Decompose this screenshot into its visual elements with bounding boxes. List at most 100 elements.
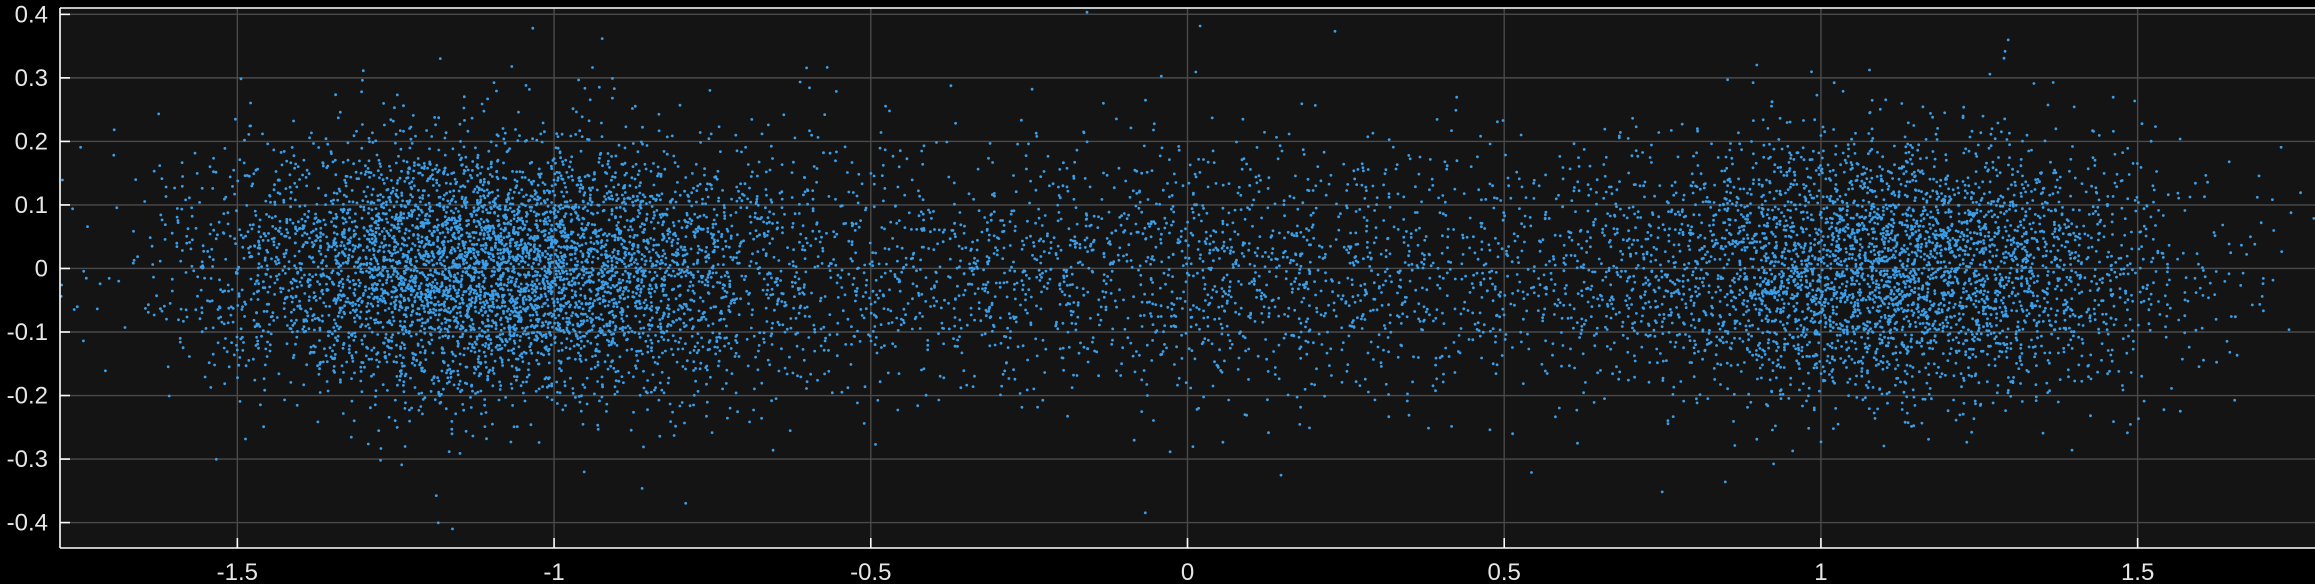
data-point (496, 252, 500, 256)
data-point (425, 221, 429, 225)
data-point (342, 222, 345, 225)
data-point (413, 364, 417, 367)
data-point (685, 305, 688, 308)
data-point (488, 173, 492, 176)
data-point (509, 244, 512, 248)
data-point (645, 217, 649, 221)
data-point (449, 228, 453, 232)
data-point (226, 321, 230, 325)
data-point (481, 334, 484, 338)
data-point (302, 318, 306, 322)
data-point (543, 301, 547, 305)
data-point (274, 227, 278, 231)
data-point (352, 162, 355, 166)
data-point (616, 249, 620, 253)
data-point (483, 276, 487, 280)
data-point (295, 403, 299, 407)
data-point (338, 306, 342, 310)
data-point (176, 221, 180, 225)
data-point (378, 360, 381, 364)
data-point (390, 336, 393, 339)
data-point (409, 268, 413, 272)
data-point (379, 447, 383, 450)
data-point (429, 333, 433, 337)
data-point (309, 307, 313, 311)
data-point (511, 202, 515, 206)
data-point (188, 241, 192, 244)
data-point (640, 257, 644, 261)
data-point (521, 380, 525, 384)
data-point (289, 295, 293, 298)
data-point (810, 291, 813, 295)
data-point (516, 208, 520, 211)
data-point (331, 269, 335, 272)
data-point (535, 313, 539, 317)
data-point (540, 305, 544, 308)
data-point (603, 360, 607, 364)
data-point (336, 271, 339, 275)
data-point (679, 336, 682, 340)
data-point (481, 273, 485, 277)
data-point (458, 249, 462, 253)
data-point (412, 169, 416, 173)
data-point (482, 189, 486, 193)
data-point (289, 197, 292, 200)
data-point (427, 239, 431, 243)
data-point (548, 376, 551, 379)
data-point (586, 209, 589, 213)
data-point (535, 212, 539, 216)
data-point (426, 179, 429, 183)
data-point (502, 236, 506, 240)
data-point (606, 367, 610, 371)
data-point (574, 290, 577, 294)
data-point (574, 312, 578, 316)
data-point (660, 388, 664, 392)
data-point (646, 350, 650, 354)
data-point (461, 184, 465, 188)
data-point (366, 302, 370, 305)
data-point (543, 183, 547, 186)
data-point (639, 288, 643, 291)
data-point (486, 219, 490, 223)
data-point (487, 370, 490, 374)
data-point (421, 345, 425, 349)
data-point (412, 269, 416, 273)
data-point (477, 282, 481, 286)
data-point (657, 112, 661, 116)
data-point (479, 290, 483, 294)
data-point (498, 344, 502, 347)
data-point (610, 178, 613, 182)
data-point (509, 223, 513, 226)
data-point (729, 234, 733, 238)
data-point (659, 325, 663, 329)
data-point (382, 182, 386, 185)
data-point (583, 205, 587, 209)
data-point (626, 295, 630, 299)
data-point (823, 372, 826, 376)
data-point (401, 325, 405, 329)
data-point (615, 305, 619, 309)
data-point (536, 234, 539, 238)
data-point (559, 303, 562, 307)
data-point (216, 233, 219, 237)
data-point (402, 281, 406, 285)
data-point (608, 321, 612, 325)
data-point (491, 319, 494, 323)
data-point (365, 261, 369, 265)
data-point (507, 358, 510, 362)
data-point (316, 220, 319, 224)
data-point (558, 367, 561, 370)
data-point (484, 246, 488, 250)
data-point (314, 299, 318, 302)
data-point (452, 315, 456, 319)
data-point (709, 276, 713, 279)
data-point (351, 356, 354, 360)
data-point (194, 308, 198, 312)
data-point (454, 354, 457, 358)
data-point (249, 245, 252, 249)
data-point (589, 203, 593, 207)
data-point (542, 353, 545, 357)
data-point (352, 279, 355, 282)
data-point (378, 279, 382, 282)
data-point (338, 110, 342, 114)
